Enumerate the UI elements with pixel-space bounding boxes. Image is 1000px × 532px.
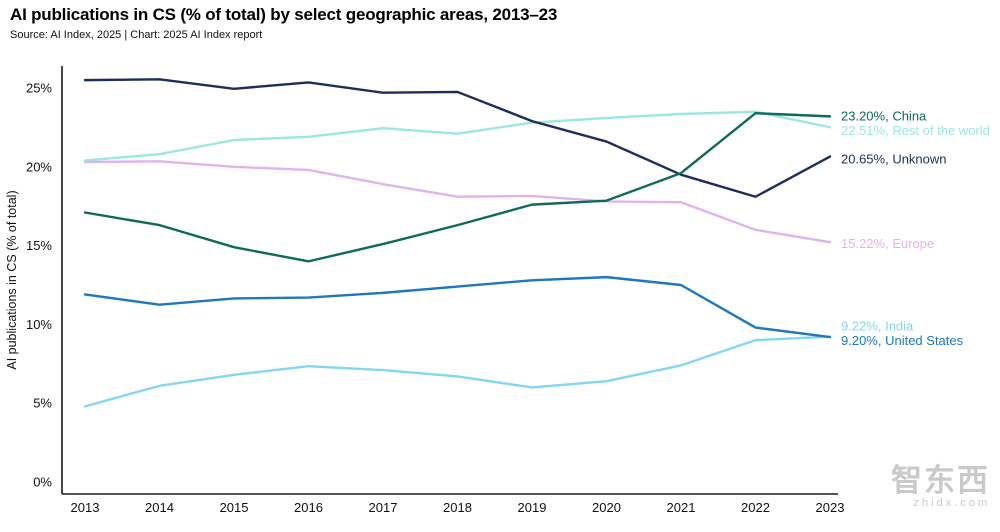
x-tick-label: 2013: [71, 500, 100, 515]
series-line-rest-of-world: [83, 110, 832, 162]
y-tick-label: 20%: [26, 159, 52, 174]
series-line-india: [83, 335, 832, 408]
series-label-unknown: 20.65%, Unknown: [841, 152, 947, 167]
source-note: Source: AI Index, 2025 | Chart: 2025 AI …: [10, 29, 263, 41]
x-tick-label: 2020: [592, 500, 621, 515]
page-title: AI publications in CS (% of total) by se…: [10, 5, 558, 24]
y-tick-label: 5%: [33, 396, 52, 411]
series-line-europe: [83, 160, 832, 244]
x-tick-label: 2022: [741, 500, 770, 515]
series-line-united-states: [83, 275, 832, 339]
x-tick-label: 2018: [443, 500, 472, 515]
x-tick-label: 2014: [145, 500, 174, 515]
x-tick-label: 2016: [294, 500, 323, 515]
x-tick-label: 2023: [816, 500, 845, 515]
x-tick-label: 2019: [518, 500, 547, 515]
x-tick-label: 2015: [220, 500, 249, 515]
y-tick-label: 25%: [26, 81, 52, 96]
series-label-india: 9.22%, India: [841, 319, 914, 334]
watermark: 智东西 zhidx.com: [891, 462, 990, 510]
series-label-china: 23.20%, China: [841, 108, 927, 123]
y-tick-label: 10%: [26, 317, 52, 332]
y-tick-label: 0%: [33, 475, 52, 490]
watermark-logo: 智东西: [891, 462, 990, 498]
series-line-unknown: [83, 78, 832, 198]
series-line-china: [83, 112, 832, 263]
chart-header: AI publications in CS (% of total) by se…: [10, 4, 557, 42]
series-label-europe: 15.22%, Europe: [841, 236, 934, 251]
x-tick-label: 2021: [667, 500, 696, 515]
x-tick-label: 2017: [369, 500, 398, 515]
series-label-rest-of-world: 22.51%, Rest of the world: [841, 123, 990, 138]
y-tick-label: 15%: [26, 238, 52, 253]
y-axis-title: AI publications in CS (% of total): [5, 190, 19, 369]
watermark-domain: zhidx.com: [913, 497, 990, 510]
series-label-united-states: 9.20%, United States: [841, 333, 964, 348]
